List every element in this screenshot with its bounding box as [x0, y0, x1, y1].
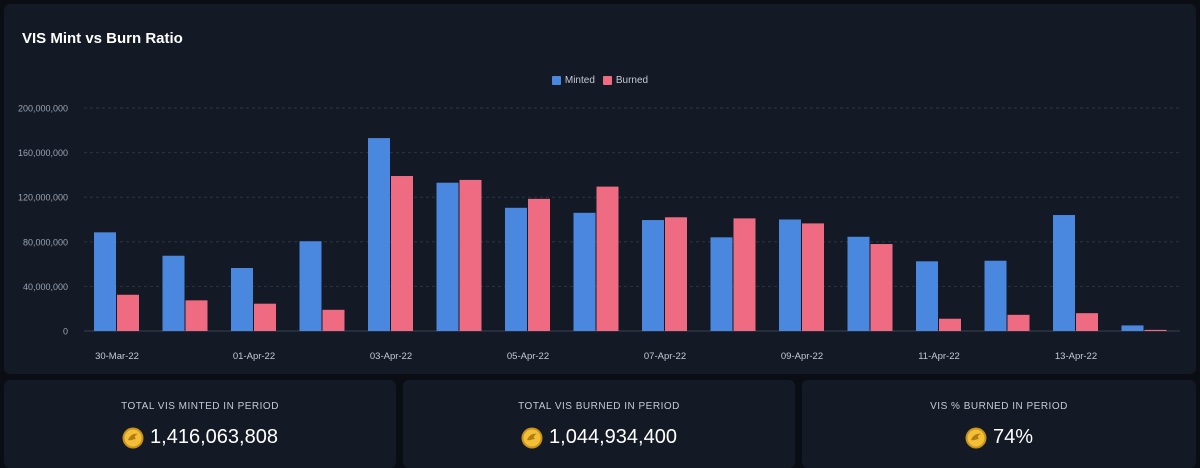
bar-burned — [1144, 329, 1167, 331]
bar-burned — [322, 309, 345, 331]
bar-minted — [984, 260, 1007, 331]
bar-minted — [162, 255, 185, 331]
x-tick-label: 03-Apr-22 — [370, 351, 412, 362]
chart-panel: 0 40,000,000 80,000,000 120,000,000 160,000,… — [4, 4, 1196, 374]
bar-burned — [391, 176, 413, 331]
stat-label-burned: TOTAL VIS BURNED IN PERIOD — [518, 401, 680, 412]
x-tick-label: 30-Mar-22 — [95, 351, 139, 362]
bar-burned — [528, 198, 550, 331]
x-tick-label: 09-Apr-22 — [781, 351, 823, 362]
legend-label-burned: Burned — [615, 75, 649, 86]
x-tick-label: 01-Apr-22 — [233, 351, 275, 362]
legend-item-burned[interactable]: Burned — [602, 75, 649, 86]
legend-swatch-burned — [602, 76, 612, 85]
chart-title: VIS Mint vs Burn Ratio — [22, 30, 183, 47]
bar-burned — [665, 217, 687, 331]
x-tick-label: 07-Apr-22 — [644, 351, 686, 362]
bar-minted — [231, 268, 253, 331]
stat-card-minted: TOTAL VIS MINTED IN PERIOD 1,416,063,808 — [4, 380, 396, 468]
bar-minted — [710, 237, 733, 331]
bar-burned — [870, 244, 893, 331]
y-tick-label: 80,000,000 — [23, 237, 68, 247]
bar-minted — [1121, 325, 1144, 331]
x-tick-label: 05-Apr-22 — [507, 351, 549, 362]
bar-minted — [642, 220, 664, 331]
y-tick-label: 120,000,000 — [18, 193, 68, 203]
bar-minted — [573, 212, 596, 331]
x-tick-label: 13-Apr-22 — [1055, 351, 1097, 362]
x-tick-label: 11-Apr-22 — [918, 351, 960, 362]
legend-swatch-minted — [551, 76, 561, 85]
bar-burned — [1076, 313, 1098, 331]
bar-minted — [779, 219, 801, 331]
stat-card-burn-percent: VIS % BURNED IN PERIOD 74% — [802, 380, 1196, 468]
bar-burned — [802, 223, 824, 331]
bar-minted — [368, 138, 390, 331]
bar-minted — [505, 207, 527, 331]
legend-label-minted: Minted — [564, 75, 595, 86]
bar-minted — [847, 236, 870, 331]
bar-burned — [185, 300, 208, 331]
bar-chart: 0 40,000,000 80,000,000 120,000,000 160,000,… — [18, 104, 1180, 362]
vis-coin-icon — [122, 427, 144, 448]
bar-minted — [94, 232, 116, 331]
bar-burned — [1007, 314, 1030, 331]
stat-card-burned: TOTAL VIS BURNED IN PERIOD 1,044,934,400 — [403, 380, 795, 468]
bar-minted — [1053, 215, 1075, 331]
bar-burned — [733, 218, 756, 331]
y-tick-label: 200,000,000 — [18, 104, 68, 114]
bar-burned — [596, 186, 619, 331]
y-tick-label: 0 — [63, 327, 68, 337]
vis-coin-icon — [965, 427, 987, 448]
stat-value-burn-percent: 74% — [992, 426, 1034, 448]
chart-legend: Minted Burned — [4, 75, 1196, 86]
legend-item-minted[interactable]: Minted — [551, 75, 595, 86]
bar-burned — [939, 318, 961, 331]
stat-label-burn-percent: VIS % BURNED IN PERIOD — [930, 401, 1068, 412]
bar-minted — [299, 241, 322, 331]
bar-burned — [254, 303, 276, 331]
bar-burned — [117, 294, 139, 331]
bar-minted — [436, 182, 459, 331]
bar-burned — [459, 179, 482, 331]
stat-label-minted: TOTAL VIS MINTED IN PERIOD — [121, 401, 279, 412]
vis-coin-icon — [521, 427, 543, 448]
stat-value-burned: 1,044,934,400 — [549, 426, 677, 448]
y-tick-label: 160,000,000 — [18, 148, 68, 158]
bar-minted — [916, 261, 938, 331]
stat-value-minted: 1,416,063,808 — [150, 426, 278, 448]
y-tick-label: 40,000,000 — [23, 282, 68, 292]
